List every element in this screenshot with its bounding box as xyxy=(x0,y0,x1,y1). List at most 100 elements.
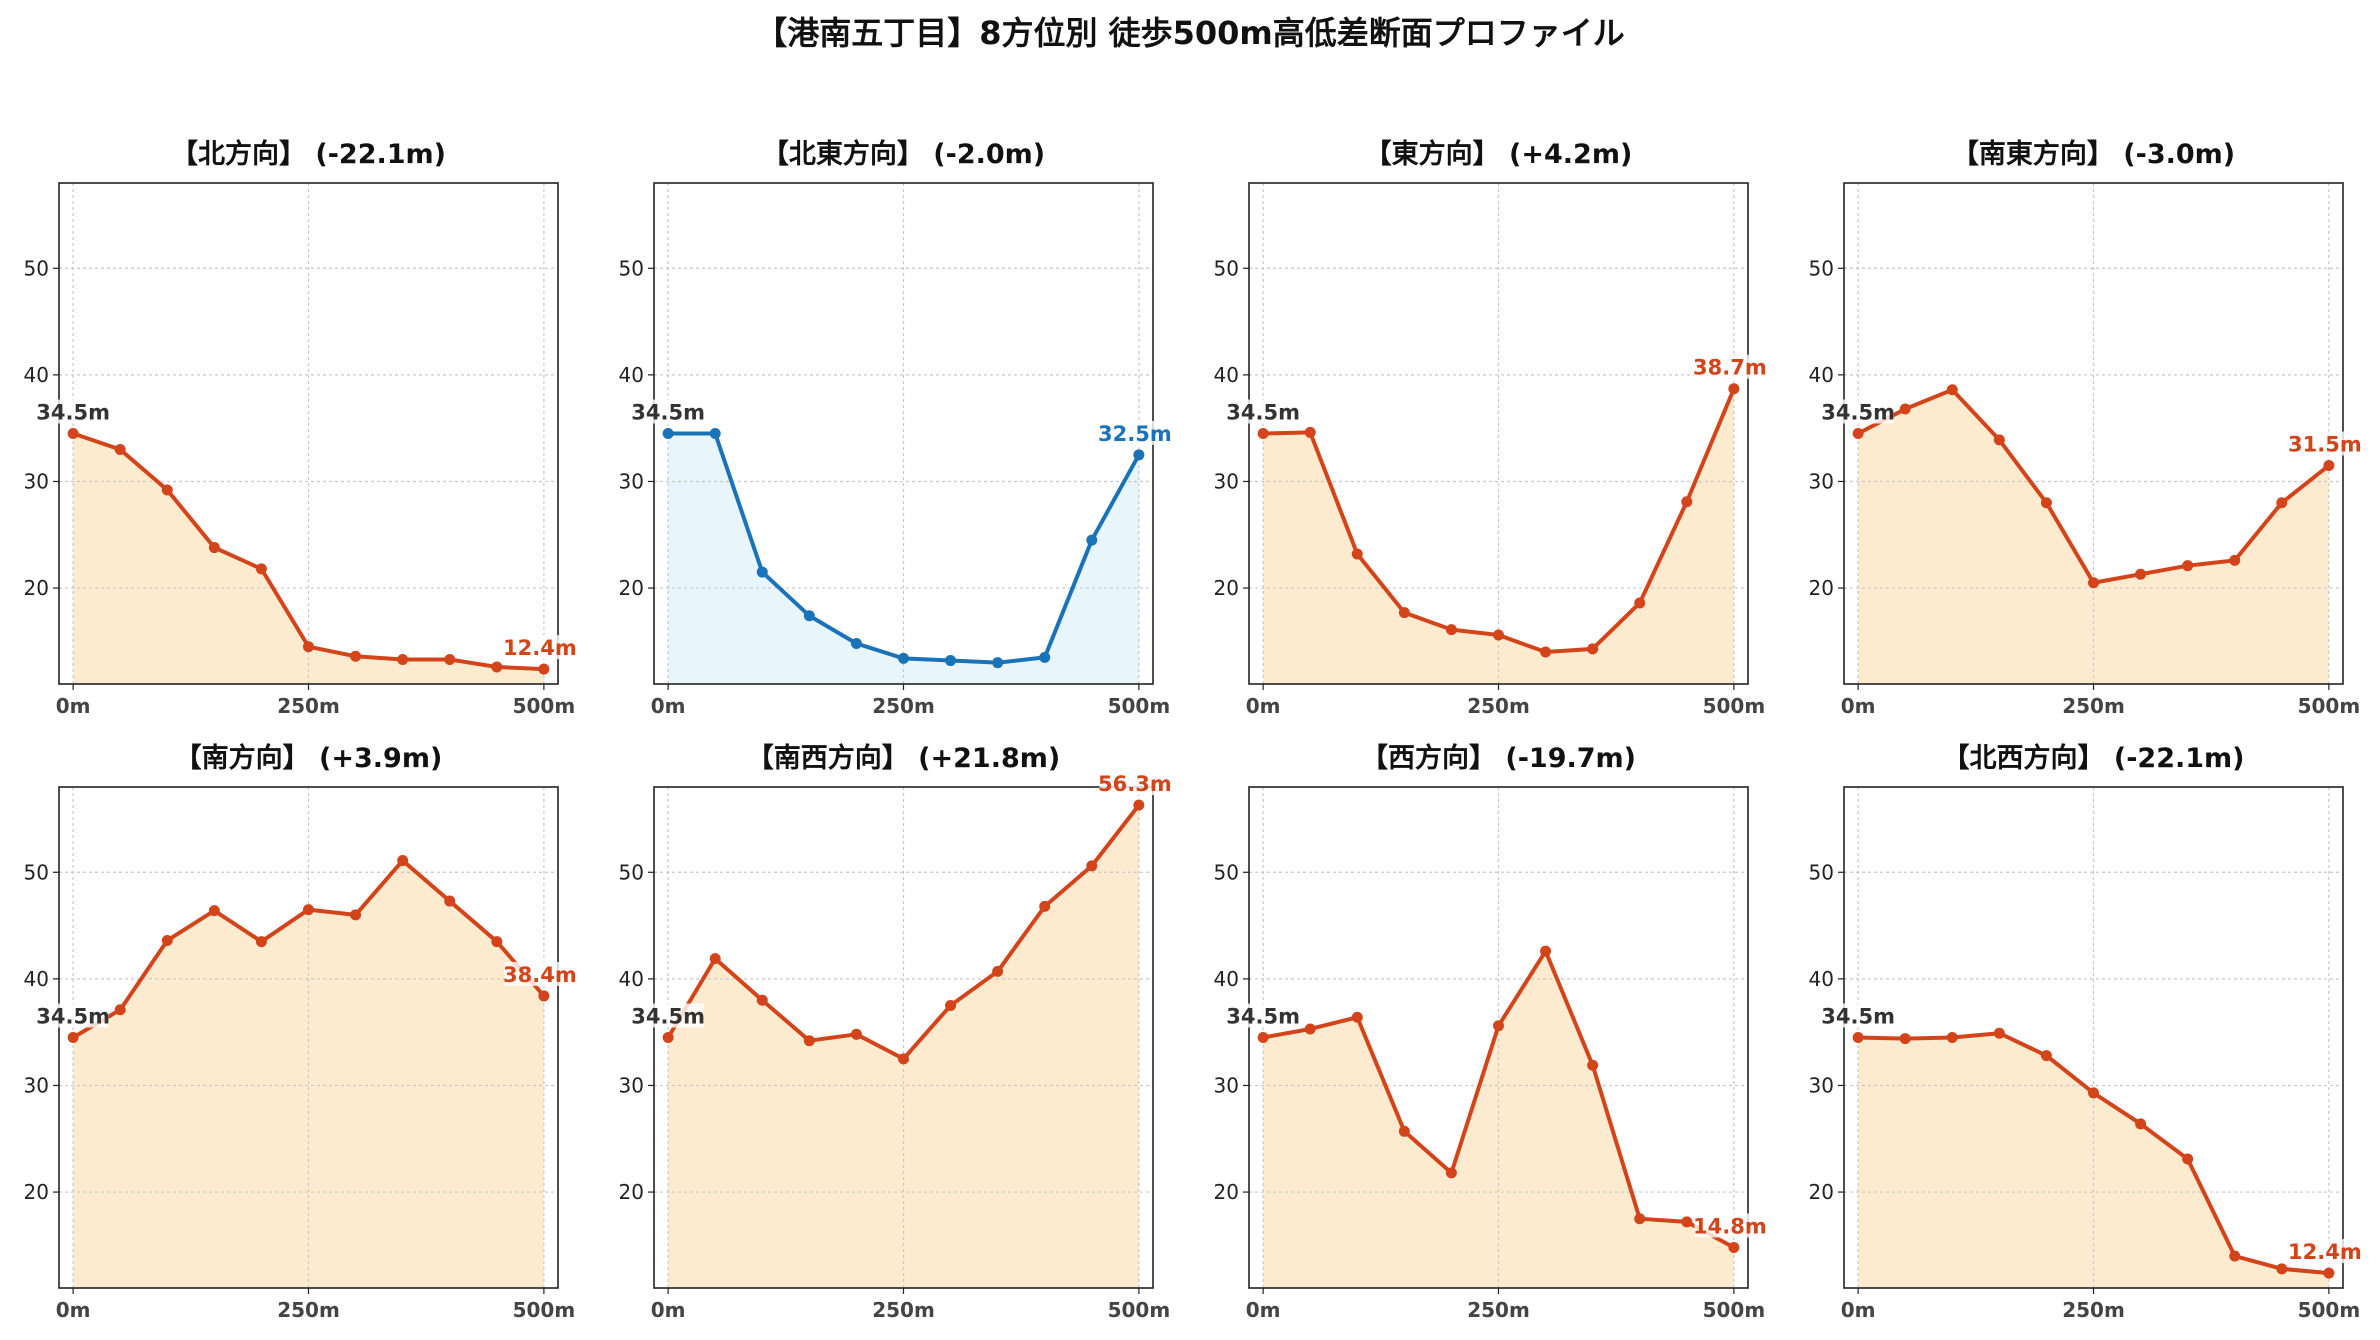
data-point xyxy=(538,663,550,675)
data-point xyxy=(1728,383,1740,395)
end-value-label-bg xyxy=(504,635,576,660)
plot-frame xyxy=(1248,182,1749,685)
y-tick-label: 20 xyxy=(619,576,644,600)
panel-title: 【南東方向】 (-3.0m) xyxy=(1952,138,2235,170)
x-tick-label: 500m xyxy=(1108,1298,1171,1322)
data-point xyxy=(2040,497,2052,509)
data-point xyxy=(850,1028,862,1040)
data-point xyxy=(2182,560,2194,572)
data-point xyxy=(2276,1263,2288,1275)
end-value-label-bg xyxy=(2289,1239,2361,1264)
area-fill xyxy=(73,433,544,684)
data-point xyxy=(898,1053,909,1065)
data-point xyxy=(350,909,362,921)
start-value-label: 34.5m xyxy=(36,401,110,425)
data-point xyxy=(1587,643,1599,655)
y-tick-label: 40 xyxy=(1809,363,1834,387)
y-tick-label: 20 xyxy=(24,576,49,600)
data-point xyxy=(208,905,220,917)
y-tick-label: 50 xyxy=(619,860,644,884)
data-point xyxy=(803,1035,815,1047)
data-point xyxy=(350,650,362,662)
data-point xyxy=(491,661,503,673)
end-value-label-bg xyxy=(1694,354,1766,379)
data-point xyxy=(444,895,456,907)
y-tick-label: 50 xyxy=(1809,256,1834,280)
data-point xyxy=(2182,1153,2194,1165)
data-point xyxy=(1398,607,1410,619)
x-tick-label: 0m xyxy=(56,694,91,718)
x-tick-label: 250m xyxy=(277,694,340,718)
x-tick-label: 0m xyxy=(651,1298,686,1322)
end-value-label-bg xyxy=(1099,420,1171,445)
plot-frame xyxy=(1843,786,2344,1289)
y-tick-label: 20 xyxy=(1214,576,1239,600)
y-tick-label: 30 xyxy=(619,469,644,493)
area-fill xyxy=(668,433,1139,684)
data-point xyxy=(1257,428,1269,439)
data-point xyxy=(1493,629,1504,641)
y-tick-label: 30 xyxy=(24,469,49,493)
area-fill xyxy=(1858,389,2329,684)
data-point xyxy=(1993,434,2005,446)
end-value-label: 12.4m xyxy=(2288,1240,2362,1264)
data-point xyxy=(1086,860,1098,872)
data-point xyxy=(1304,426,1316,438)
data-point xyxy=(1899,1033,1911,1045)
data-point xyxy=(161,484,173,496)
start-value-label: 34.5m xyxy=(1821,1005,1895,1029)
data-point xyxy=(1398,1125,1410,1137)
y-tick-label: 50 xyxy=(24,860,49,884)
data-point xyxy=(2323,1267,2335,1279)
x-tick-label: 0m xyxy=(1841,1298,1876,1322)
panel-title: 【北西方向】 (-22.1m) xyxy=(1942,742,2244,774)
x-tick-label: 250m xyxy=(2062,1298,2125,1322)
plot-frame xyxy=(1248,786,1749,1289)
y-tick-label: 50 xyxy=(1809,860,1834,884)
area-fill xyxy=(73,860,544,1288)
data-point xyxy=(161,934,173,946)
start-value-label-bg xyxy=(1227,1003,1299,1028)
start-value-label-bg xyxy=(632,1003,704,1028)
x-tick-label: 500m xyxy=(2298,694,2361,718)
y-tick-label: 30 xyxy=(619,1073,644,1097)
start-value-label-bg xyxy=(1227,399,1299,424)
y-tick-label: 30 xyxy=(1214,469,1239,493)
y-tick-label: 50 xyxy=(1214,256,1239,280)
y-tick-label: 20 xyxy=(24,1180,49,1204)
data-point xyxy=(2135,568,2147,580)
data-point xyxy=(303,904,314,916)
x-tick-label: 250m xyxy=(872,694,935,718)
y-tick-label: 30 xyxy=(24,1073,49,1097)
end-value-label: 14.8m xyxy=(1693,1214,1767,1238)
data-point xyxy=(992,657,1004,669)
plot-frame xyxy=(58,786,559,1289)
x-tick-label: 250m xyxy=(872,1298,935,1322)
data-point xyxy=(67,1032,79,1043)
plot-frame xyxy=(58,182,559,685)
area-fill xyxy=(668,805,1139,1288)
y-tick-label: 20 xyxy=(1214,1180,1239,1204)
data-point xyxy=(2088,1087,2099,1099)
data-point xyxy=(1445,624,1457,636)
data-point xyxy=(1445,1167,1457,1179)
end-value-label: 38.7m xyxy=(1693,356,1767,380)
end-value-label: 56.3m xyxy=(1098,772,1172,796)
data-point xyxy=(2229,554,2241,566)
data-point xyxy=(491,936,503,948)
data-point xyxy=(255,563,267,575)
data-point xyxy=(1634,1213,1646,1225)
data-point xyxy=(444,653,456,665)
data-point xyxy=(2088,577,2099,589)
panel-title: 【西方向】 (-19.7m) xyxy=(1361,742,1636,774)
data-point xyxy=(756,566,768,578)
start-value-label: 34.5m xyxy=(631,1005,705,1029)
y-tick-label: 40 xyxy=(1809,967,1834,991)
start-value-label: 34.5m xyxy=(1226,1005,1300,1029)
end-value-label-bg xyxy=(504,961,576,986)
end-value-label-bg xyxy=(1694,1213,1766,1238)
